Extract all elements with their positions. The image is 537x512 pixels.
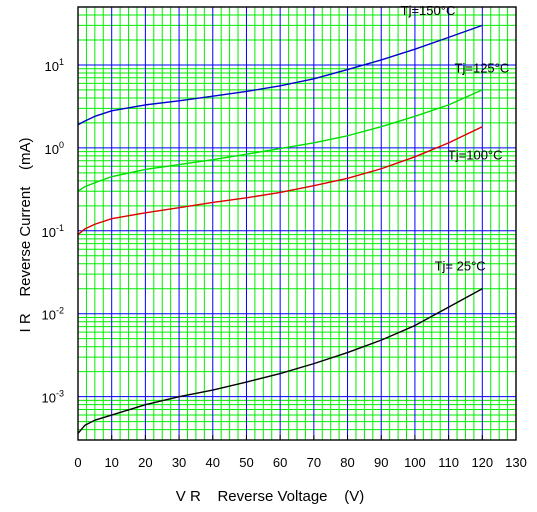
- x-tick-label: 100: [404, 455, 426, 470]
- series-line-1: [77, 24, 483, 126]
- y-tick-label: 10-1: [42, 223, 64, 240]
- y-tick-label: 101: [45, 57, 64, 74]
- y-tick-label: 10-2: [42, 306, 64, 323]
- x-tick-label: 60: [273, 455, 287, 470]
- x-tick-label: 90: [374, 455, 388, 470]
- x-tick-label: 110: [438, 455, 459, 470]
- series-label-3: Tj=100°C: [448, 148, 503, 163]
- x-tick-label: 20: [138, 455, 152, 470]
- x-tick-label: 40: [206, 455, 220, 470]
- axis-ticks: 0 10 20 30 40 50 60 70 80 90 100 110 120 130 10-3 10-2 1…: [42, 57, 527, 470]
- series-line-4: [77, 288, 483, 434]
- x-tick-label: 80: [340, 455, 354, 470]
- series-label-2: Tj=125°C: [455, 61, 510, 76]
- x-tick-label: 120: [471, 455, 493, 470]
- plot-frame: [77, 6, 517, 441]
- series-line-3: [77, 126, 483, 236]
- x-tick-label: 130: [505, 455, 527, 470]
- x-tick-label: 0: [74, 455, 81, 470]
- series-lines: [77, 24, 483, 434]
- series-label-4: Tj= 25°C: [435, 259, 486, 274]
- grid: [78, 7, 516, 440]
- x-tick-label: 10: [104, 455, 118, 470]
- x-tick-label: 70: [307, 455, 321, 470]
- series-labels: Tj=150°C Tj=125°C Tj=100°C Tj= 25°C: [401, 3, 510, 274]
- y-tick-label: 10-3: [42, 389, 64, 406]
- x-tick-label: 50: [239, 455, 253, 470]
- x-tick-label: 30: [172, 455, 186, 470]
- y-tick-label: 100: [45, 140, 64, 157]
- x-axis-label: V R Reverse Voltage (V): [176, 488, 364, 505]
- y-axis-label: I R Reverse Current (mA): [17, 137, 34, 332]
- series-line-2: [77, 89, 483, 192]
- series-label-1: Tj=150°C: [401, 3, 456, 18]
